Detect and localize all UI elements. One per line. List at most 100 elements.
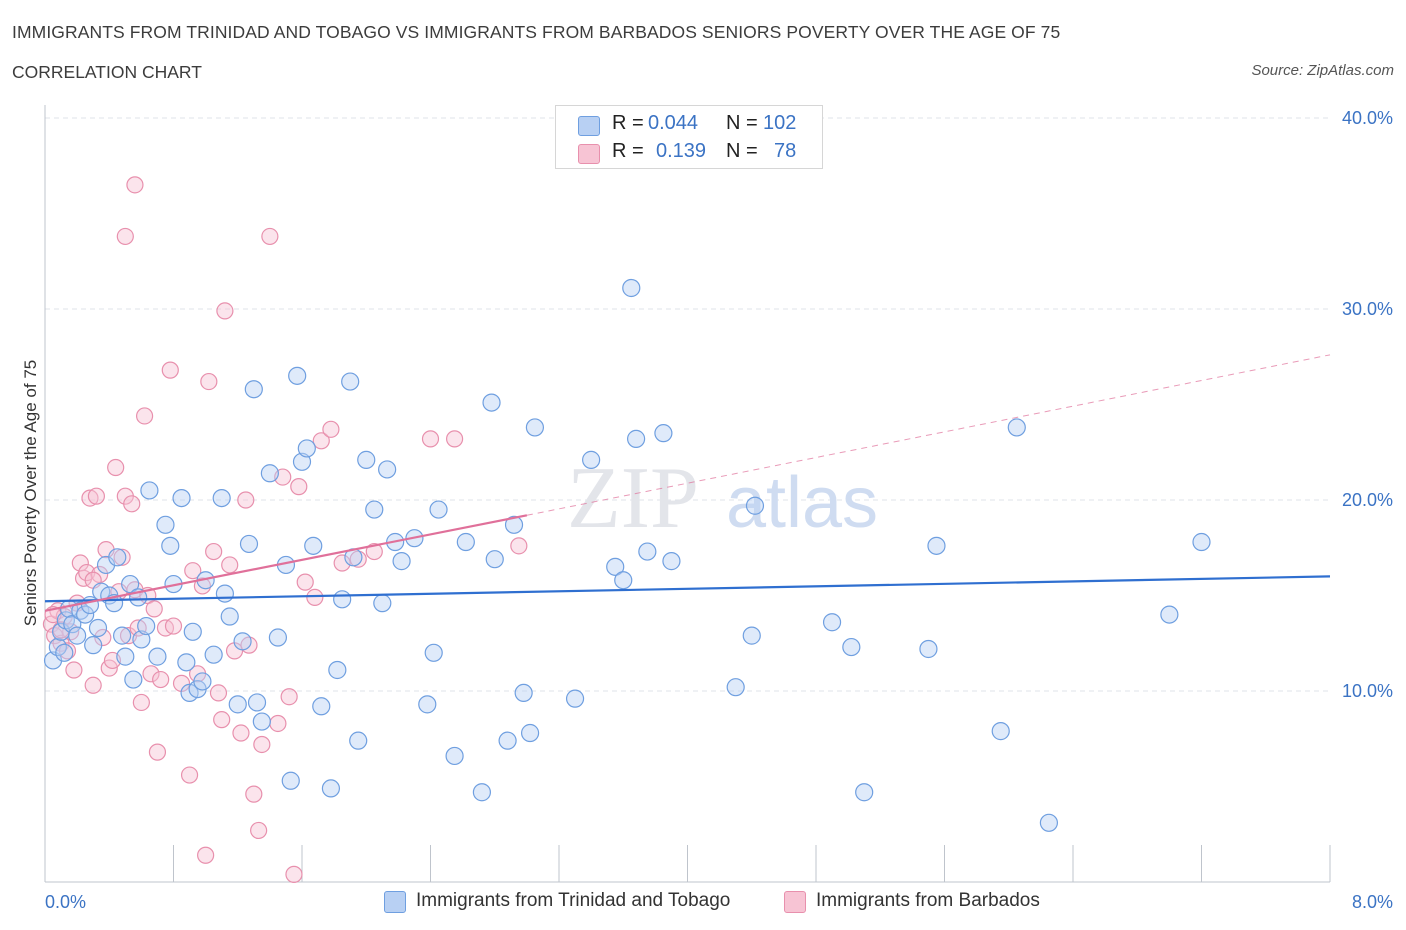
data-point-barbados: [250, 821, 268, 840]
data-point-barbados: [116, 227, 134, 246]
data-point-barbados: [152, 670, 170, 689]
data-point-trinidad: [247, 693, 267, 712]
data-point-barbados: [216, 302, 234, 320]
axes: [44, 105, 1331, 883]
legend-label-barbados: Immigrants from Barbados: [816, 890, 1040, 911]
watermark-atlas: atlas: [726, 463, 878, 543]
data-point-barbados: [58, 642, 77, 660]
data-point-trinidad: [482, 393, 501, 412]
data-point-barbados: [142, 665, 160, 683]
data-point-trinidad: [333, 590, 352, 609]
data-point-trinidad: [392, 552, 411, 571]
data-point-trinidad: [212, 488, 231, 508]
data-point-trinidad: [565, 689, 585, 708]
data-point-barbados: [132, 693, 150, 712]
data-point-trinidad: [745, 496, 765, 515]
data-point-trinidad: [855, 783, 874, 802]
data-point-trinidad: [525, 418, 545, 437]
data-point-trinidad: [1007, 418, 1026, 437]
data-point-trinidad: [1192, 532, 1211, 552]
data-point-trinidad: [418, 695, 437, 714]
data-point-trinidad: [172, 488, 191, 508]
data-point-trinidad: [268, 628, 288, 647]
x-tick-label: 0.0%: [45, 892, 86, 912]
data-point-trinidad: [614, 571, 633, 590]
data-point-trinidad: [638, 542, 657, 561]
data-point-barbados: [65, 661, 83, 679]
trend-line-barbados-extension: [526, 354, 1331, 516]
n-value: 78: [774, 140, 797, 162]
data-point-barbados: [312, 432, 330, 450]
data-point-trinidad: [822, 613, 842, 632]
data-point-barbados: [91, 565, 109, 584]
legend: Immigrants from Trinidad and Tobago Immi…: [0, 888, 1406, 918]
data-point-barbados: [145, 600, 163, 618]
data-point-barbados: [126, 176, 144, 194]
y-tick-label: 30.0%: [1342, 299, 1393, 319]
data-point-trinidad: [373, 594, 392, 613]
data-point-barbados: [148, 743, 167, 761]
data-point-trinidad: [215, 584, 234, 603]
data-point-barbados: [113, 548, 131, 566]
data-point-barbados: [197, 846, 215, 864]
data-point-trinidad: [726, 678, 745, 697]
data-point-trinidad: [156, 515, 175, 534]
data-point-trinidad: [445, 746, 464, 766]
series-trinidad-points: [43, 278, 1211, 832]
data-point-trinidad: [504, 515, 524, 534]
watermark-zip: ZIP: [567, 450, 699, 547]
data-point-trinidad: [424, 643, 443, 662]
data-point-trinidad: [606, 557, 625, 576]
data-point-barbados: [510, 537, 528, 555]
data-point-trinidad: [456, 532, 475, 552]
data-point-barbados: [164, 617, 183, 635]
stats-legend-box: R = 0.044 N = 102 R = 0.139 N = 78: [555, 105, 823, 169]
data-point-trinidad: [312, 697, 331, 716]
data-point-barbados: [365, 542, 383, 561]
data-point-trinidad: [80, 595, 100, 615]
data-point-trinidad: [193, 672, 212, 691]
data-point-barbados: [209, 684, 228, 702]
data-point-barbados: [135, 407, 154, 425]
data-point-trinidad: [161, 536, 180, 555]
data-point-barbados: [253, 735, 271, 754]
data-point-trinidad: [244, 380, 263, 399]
data-point-barbados: [213, 711, 231, 729]
data-point-trinidad: [183, 622, 202, 641]
data-point-trinidad: [68, 626, 87, 645]
data-point-trinidad: [204, 645, 223, 664]
data-point-trinidad: [116, 647, 135, 666]
data-point-trinidad: [140, 481, 159, 500]
data-point-trinidad: [55, 643, 74, 662]
data-point-trinidad: [472, 783, 491, 802]
data-point-barbados: [285, 865, 303, 883]
r-label: R =: [612, 112, 644, 134]
y-tick-label: 40.0%: [1342, 108, 1393, 128]
x-tick-label: 8.0%: [1352, 892, 1393, 912]
data-point-trinidad: [662, 552, 681, 571]
series1-swatch: [578, 116, 600, 136]
data-point-barbados: [232, 724, 250, 742]
legend-swatch-barbados: [784, 891, 806, 913]
r-label: R =: [612, 140, 644, 162]
data-point-trinidad: [991, 722, 1010, 741]
chart-title: IMMIGRANTS FROM TRINIDAD AND TOBAGO VS I…: [12, 22, 1061, 42]
data-point-barbados: [161, 361, 179, 379]
tick-labels: 10.0% 20.0% 30.0% 40.0% 0.0% 8.0%: [45, 108, 1393, 912]
data-point-trinidad: [514, 683, 533, 703]
data-point-trinidad: [321, 779, 341, 798]
data-point-barbados: [81, 489, 99, 507]
data-point-barbados: [184, 562, 202, 580]
data-point-barbados: [333, 554, 351, 572]
data-point-barbados: [269, 714, 287, 733]
data-point-trinidad: [63, 615, 82, 634]
data-point-barbados: [205, 542, 223, 561]
data-point-trinidad: [357, 450, 376, 469]
series2-swatch: [578, 144, 600, 164]
series-barbados-points: [42, 176, 528, 883]
data-point-trinidad: [626, 429, 646, 448]
data-point-trinidad: [137, 616, 156, 636]
trend-line-trinidad: [44, 575, 1331, 603]
data-point-trinidad: [292, 452, 312, 471]
